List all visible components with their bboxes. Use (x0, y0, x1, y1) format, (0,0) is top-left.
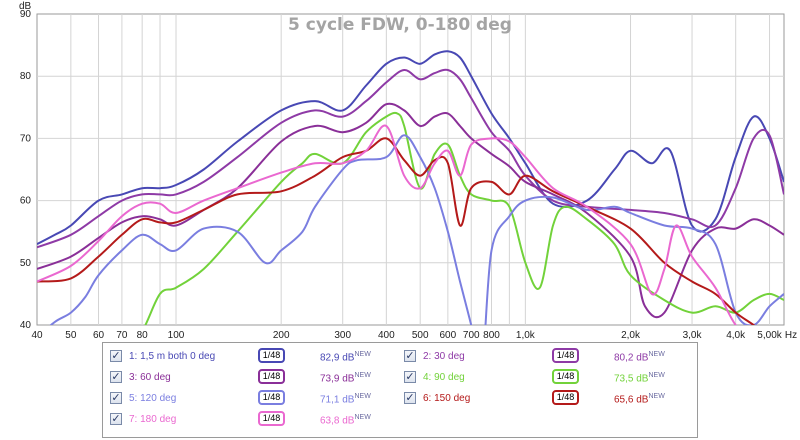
legend-item: ✓ 3: 60 deg 1/48 73,9 dBNEW (110, 368, 395, 388)
y-tick-label: 80 (20, 71, 32, 82)
new-badge: NEW (354, 414, 371, 421)
x-tick-label: 2,0k (621, 330, 641, 340)
x-tick-label: 70 (116, 330, 128, 340)
smoothing-button[interactable]: 1/48 (552, 348, 579, 363)
smoothing-button[interactable]: 1/48 (552, 369, 579, 384)
series-line-1 (37, 50, 784, 245)
y-tick-label: 70 (20, 133, 32, 144)
legend-checkbox[interactable]: ✓ (110, 392, 122, 404)
legend-item: ✓ 4: 90 deg 1/48 73,5 dBNEW (404, 368, 689, 388)
legend-level-value: 73,5 dBNEW (614, 372, 665, 384)
new-badge: NEW (354, 351, 371, 358)
x-tick-label: 80 (137, 330, 149, 340)
x-tick-label: 60 (93, 330, 105, 340)
legend-level-text: 71,1 dB (320, 394, 355, 406)
smoothing-button[interactable]: 1/48 (258, 369, 285, 384)
series-line-6 (37, 137, 756, 325)
legend-checkbox[interactable]: ✓ (404, 392, 416, 404)
legend-checkbox[interactable]: ✓ (110, 413, 122, 425)
x-tick-label: 3,0k (683, 330, 703, 340)
legend-level-value: 71,1 dBNEW (320, 393, 371, 405)
x-tick-label: 800 (483, 330, 500, 340)
y-tick-label: 50 (20, 258, 32, 269)
x-tick-label: 4,0k (726, 330, 746, 340)
legend-series-name: 2: 30 deg (423, 351, 465, 362)
y-tick-label: 60 (20, 196, 32, 207)
legend-checkbox[interactable]: ✓ (110, 350, 122, 362)
x-tick-label: 600 (440, 330, 457, 340)
x-unit-label: Hz (785, 330, 797, 340)
smoothing-button[interactable]: 1/48 (552, 390, 579, 405)
legend-item: ✓ 7: 180 deg 1/48 63,8 dBNEW (110, 410, 395, 430)
y-unit-label: dB (19, 1, 32, 12)
smoothing-button[interactable]: 1/48 (258, 390, 285, 405)
grid-lines (37, 14, 784, 325)
legend-level-value: 73,9 dBNEW (320, 372, 371, 384)
plot-area (36, 13, 785, 326)
x-tick-label: 200 (273, 330, 290, 340)
x-tick-label: 400 (378, 330, 395, 340)
new-badge: NEW (648, 393, 665, 400)
legend-level-text: 80,2 dB (614, 352, 649, 364)
x-tick-label: 5,00k (757, 330, 782, 340)
x-tick-label: 1,0k (516, 330, 536, 340)
chart-plot: 40 50 60 70 80 90 40 50 60 70 80 100 200 300 400 500 600… (19, 1, 797, 340)
new-badge: NEW (648, 372, 665, 379)
legend-item: ✓ 1: 1,5 m both 0 deg 1/48 82,9 dBNEW (110, 347, 395, 367)
axis-ticks: 40 50 60 70 80 90 40 50 60 70 80 100 200 300 400 500 600… (20, 9, 797, 340)
legend-level-value: 80,2 dBNEW (614, 351, 665, 363)
legend-level-text: 65,6 dB (614, 394, 649, 406)
x-tick-label: 700 (463, 330, 480, 340)
chart-title: 5 cycle FDW, 0-180 deg (288, 15, 512, 35)
series-line-7 (37, 124, 738, 325)
legend-series-name: 3: 60 deg (129, 372, 171, 383)
x-tick-label: 100 (168, 330, 185, 340)
series-lines (37, 50, 784, 325)
new-badge: NEW (354, 372, 371, 379)
legend-level-value: 63,8 dBNEW (320, 414, 371, 426)
smoothing-button[interactable]: 1/48 (258, 411, 285, 426)
legend-series-name: 1: 1,5 m both 0 deg (129, 351, 216, 362)
series-line-2 (37, 68, 784, 249)
new-badge: NEW (648, 351, 665, 358)
legend-checkbox[interactable]: ✓ (404, 371, 416, 383)
legend-item: ✓ 5: 120 deg 1/48 71,1 dBNEW (110, 389, 395, 409)
legend-series-name: 4: 90 deg (423, 372, 465, 383)
new-badge: NEW (354, 393, 371, 400)
legend-item: ✓ 2: 30 deg 1/48 80,2 dBNEW (404, 347, 689, 367)
x-tick-label: 50 (65, 330, 77, 340)
legend-level-value: 65,6 dBNEW (614, 393, 665, 405)
x-tick-label: 300 (334, 330, 351, 340)
legend-checkbox[interactable]: ✓ (404, 350, 416, 362)
legend-series-name: 6: 150 deg (423, 393, 471, 404)
legend-level-text: 73,5 dB (614, 373, 649, 385)
legend-level-text: 63,8 dB (320, 415, 355, 427)
legend-panel: ✓ 1: 1,5 m both 0 deg 1/48 82,9 dBNEW ✓ 2: 30… (102, 342, 698, 438)
legend-level-text: 82,9 dB (320, 352, 355, 364)
y-tick-label: 90 (20, 9, 32, 20)
legend-checkbox[interactable]: ✓ (110, 371, 122, 383)
y-tick-label: 40 (20, 320, 32, 331)
x-tick-label: 40 (31, 330, 43, 340)
legend-level-text: 73,9 dB (320, 373, 355, 385)
smoothing-button[interactable]: 1/48 (258, 348, 285, 363)
legend-series-name: 7: 180 deg (129, 414, 177, 425)
x-tick-label: 500 (412, 330, 429, 340)
legend-level-value: 82,9 dBNEW (320, 351, 371, 363)
series-line-5 (49, 134, 784, 325)
legend-item: ✓ 6: 150 deg 1/48 65,6 dBNEW (404, 389, 689, 409)
legend-series-name: 5: 120 deg (129, 393, 177, 404)
